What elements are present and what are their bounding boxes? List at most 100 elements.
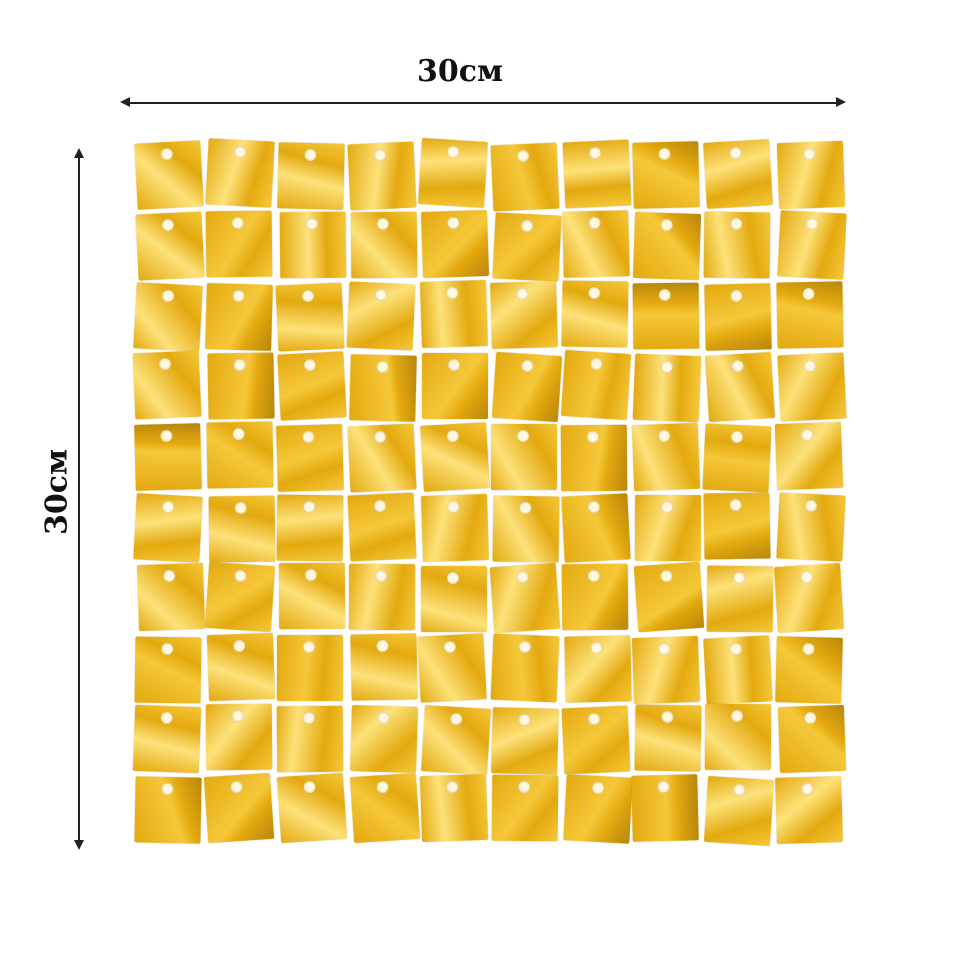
sequin [776, 281, 844, 349]
sequin-hole [518, 780, 531, 793]
sequin-hole [660, 569, 673, 583]
sequin [632, 212, 702, 281]
sequin [347, 423, 417, 493]
sequin [204, 562, 275, 633]
sequin [203, 772, 274, 844]
sequin-hole [588, 500, 601, 514]
sequin [136, 563, 205, 632]
sequin-hole [800, 783, 814, 796]
sequin-hole [161, 218, 175, 232]
sequin-hole [519, 502, 532, 515]
sequin [350, 212, 418, 279]
sequin [703, 635, 774, 705]
sequin-hole [377, 711, 390, 724]
sequin [348, 354, 417, 422]
sequin-hole [376, 639, 390, 652]
sequin [419, 280, 488, 349]
sequin-hole [159, 357, 172, 371]
sequin [278, 563, 345, 630]
sequin [276, 351, 347, 421]
sequin-hole [588, 146, 602, 160]
sequin [561, 705, 631, 775]
sequin [489, 562, 561, 634]
sequin [133, 423, 202, 491]
sequin [492, 495, 560, 563]
sequin [205, 138, 275, 208]
sequin-hole [660, 360, 674, 373]
sequin-hole [800, 571, 814, 584]
sequin [562, 139, 632, 209]
sequin-hole [588, 216, 602, 229]
sequin [421, 565, 488, 632]
sequin [276, 634, 343, 701]
sequin-hole [516, 570, 529, 584]
sequin [420, 705, 491, 776]
sequin-hole [589, 357, 603, 371]
sequin-hole [161, 643, 174, 656]
sequin-hole [373, 148, 386, 162]
sequin [347, 492, 417, 562]
sequin [275, 282, 345, 352]
sequin-hole [520, 359, 534, 373]
sequin [703, 211, 771, 279]
sequin-hole [160, 711, 174, 725]
sequin [634, 704, 702, 772]
sequin [777, 140, 846, 210]
sequin-hole [447, 501, 460, 514]
height-dimension-arrow [78, 154, 80, 844]
sequin-hole [661, 500, 674, 513]
sequin [705, 352, 776, 423]
sequin [132, 282, 203, 352]
sequin-hole [800, 429, 814, 442]
sequin [205, 210, 272, 278]
sequin-hole [234, 145, 247, 159]
sequin-hole [658, 148, 671, 161]
sequin [631, 774, 700, 842]
sequin [134, 776, 202, 845]
sequin-hole [730, 430, 744, 444]
sequin [349, 772, 420, 843]
sequin-hole [587, 430, 600, 444]
sequin [276, 142, 345, 210]
sequin [420, 422, 491, 493]
sequin-hole [232, 428, 246, 441]
sequin [349, 704, 418, 773]
sequin-hole [375, 780, 389, 794]
sequin [632, 141, 701, 209]
sequin-hole [729, 217, 742, 230]
sequin-hole [729, 642, 743, 656]
sequin [206, 632, 276, 701]
sequin [703, 492, 771, 560]
sequin-hole [803, 712, 817, 725]
sequin [563, 773, 633, 844]
sequin-hole [302, 430, 315, 444]
sequin-hole [305, 217, 319, 230]
sequin-hole [446, 430, 460, 443]
sequin [417, 138, 488, 209]
sequin-hole [233, 359, 246, 372]
sequin-hole [517, 713, 531, 726]
sequin [279, 211, 347, 279]
sequin-hole [447, 571, 460, 584]
sequin [561, 563, 628, 631]
sequin [346, 281, 416, 351]
sequin-hole [302, 640, 315, 653]
sequin [776, 492, 847, 562]
sequin [350, 633, 419, 701]
sequin [276, 494, 344, 562]
sequin [704, 704, 772, 771]
sequin-hole [729, 498, 742, 512]
sequin-hole [587, 570, 600, 583]
sequin [420, 773, 489, 843]
sequin [631, 422, 701, 491]
sequin [703, 139, 773, 210]
sequin [420, 209, 489, 279]
sequin [134, 636, 202, 704]
sequin-hole [161, 783, 174, 796]
sequin [774, 635, 843, 704]
sequin-hole [303, 501, 316, 514]
sequin-hole [587, 712, 601, 726]
sequin-hole [374, 288, 387, 302]
sequin-hole [160, 429, 173, 443]
sequin-hole [302, 290, 315, 303]
